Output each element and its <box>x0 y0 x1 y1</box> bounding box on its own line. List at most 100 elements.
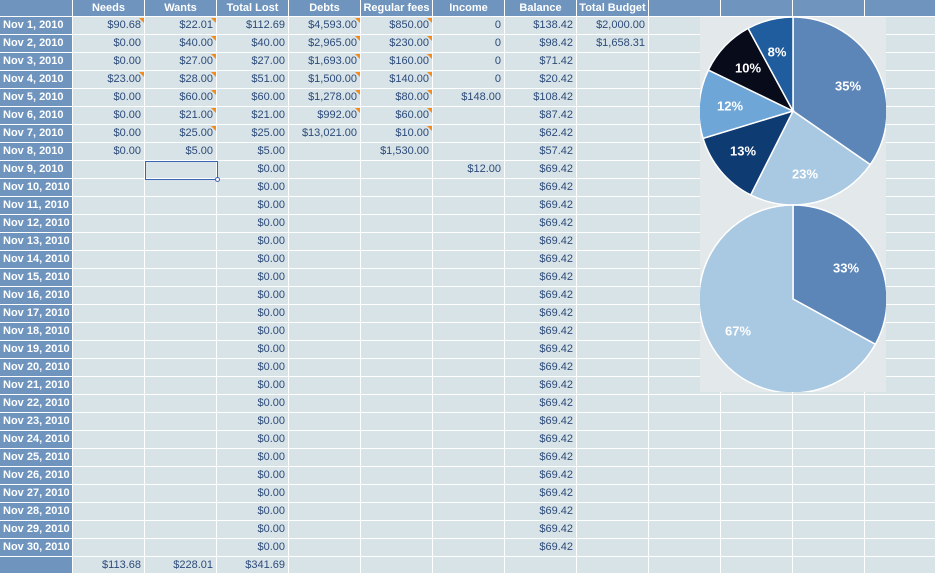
cell-income[interactable]: $12.00 <box>433 161 505 179</box>
cell-wants[interactable] <box>145 467 217 485</box>
comment-indicator-icon[interactable] <box>427 18 432 23</box>
row-header-date[interactable]: Nov 2, 2010 <box>0 35 73 53</box>
cell-needs[interactable] <box>73 521 145 539</box>
selected-cell-outline[interactable] <box>145 161 220 182</box>
comment-indicator-icon[interactable] <box>211 18 216 23</box>
cell-income[interactable] <box>433 269 505 287</box>
cell-needs[interactable]: $0.00 <box>73 53 145 71</box>
cell-income[interactable] <box>433 431 505 449</box>
cell-income[interactable]: 0 <box>433 35 505 53</box>
cell-empty[interactable] <box>721 395 793 413</box>
cell-empty[interactable] <box>649 431 721 449</box>
cell-total-lost[interactable]: $0.00 <box>217 359 289 377</box>
cell-regular-fees[interactable] <box>361 179 433 197</box>
cell-income[interactable] <box>433 125 505 143</box>
cell-debts[interactable] <box>289 143 361 161</box>
cell-wants[interactable] <box>145 269 217 287</box>
cell-wants[interactable]: $5.00 <box>145 143 217 161</box>
cell-wants[interactable]: $40.00 <box>145 35 217 53</box>
cell-wants[interactable] <box>145 305 217 323</box>
cell-wants[interactable] <box>145 377 217 395</box>
cell-balance[interactable]: $69.42 <box>505 233 577 251</box>
cell-total-lost[interactable]: $0.00 <box>217 449 289 467</box>
total-income[interactable] <box>433 557 505 574</box>
cell-wants[interactable] <box>145 287 217 305</box>
cell-empty[interactable] <box>721 539 793 557</box>
cell-total-budget[interactable] <box>577 359 649 377</box>
comment-indicator-icon[interactable] <box>211 54 216 59</box>
cell-total-lost[interactable]: $0.00 <box>217 215 289 233</box>
cell-total-lost[interactable]: $5.00 <box>217 143 289 161</box>
cell-debts[interactable] <box>289 323 361 341</box>
cell-balance[interactable]: $69.42 <box>505 305 577 323</box>
cell-debts[interactable] <box>289 161 361 179</box>
comment-indicator-icon[interactable] <box>211 72 216 77</box>
cell-income[interactable] <box>433 287 505 305</box>
row-header-date[interactable]: Nov 13, 2010 <box>0 233 73 251</box>
pie-1-slice-4[interactable] <box>698 69 796 140</box>
cell-regular-fees[interactable]: $10.00 <box>361 125 433 143</box>
cell-needs[interactable] <box>73 233 145 251</box>
cell-regular-fees[interactable] <box>361 197 433 215</box>
cell-wants[interactable] <box>145 197 217 215</box>
cell-total-lost[interactable]: $27.00 <box>217 53 289 71</box>
row-header-date[interactable]: Nov 26, 2010 <box>0 467 73 485</box>
cell-total-lost[interactable]: $0.00 <box>217 377 289 395</box>
cell-needs[interactable] <box>73 467 145 485</box>
cell-empty[interactable] <box>865 503 936 521</box>
cell-income[interactable] <box>433 467 505 485</box>
cell-income[interactable] <box>433 395 505 413</box>
cell-total-lost[interactable]: $21.00 <box>217 107 289 125</box>
cell-income[interactable] <box>433 359 505 377</box>
cell-income[interactable] <box>433 449 505 467</box>
cell-needs[interactable]: $0.00 <box>73 89 145 107</box>
cell-wants[interactable]: $25.00 <box>145 125 217 143</box>
cell-empty[interactable] <box>721 521 793 539</box>
cell-total-budget[interactable] <box>577 377 649 395</box>
cell-debts[interactable] <box>289 521 361 539</box>
cell-wants[interactable]: $60.00 <box>145 89 217 107</box>
cell-total-lost[interactable]: $60.00 <box>217 89 289 107</box>
cell-needs[interactable] <box>73 197 145 215</box>
cell-wants[interactable] <box>145 413 217 431</box>
cell-needs[interactable] <box>73 395 145 413</box>
cell-regular-fees[interactable] <box>361 485 433 503</box>
cell-balance[interactable]: $69.42 <box>505 359 577 377</box>
cell-balance[interactable]: $69.42 <box>505 521 577 539</box>
cell-income[interactable] <box>433 323 505 341</box>
cell-regular-fees[interactable] <box>361 323 433 341</box>
cell-needs[interactable] <box>73 485 145 503</box>
comment-indicator-icon[interactable] <box>427 72 432 77</box>
cell-debts[interactable] <box>289 305 361 323</box>
cell-total-lost[interactable]: $0.00 <box>217 269 289 287</box>
cell-needs[interactable]: $0.00 <box>73 107 145 125</box>
cell-income[interactable] <box>433 521 505 539</box>
cell-total-budget[interactable]: $1,658.31 <box>577 35 649 53</box>
cell-empty[interactable] <box>865 539 936 557</box>
cell-wants[interactable] <box>145 395 217 413</box>
cell-debts[interactable] <box>289 467 361 485</box>
comment-indicator-icon[interactable] <box>139 72 144 77</box>
cell-needs[interactable] <box>73 431 145 449</box>
cell-needs[interactable] <box>73 503 145 521</box>
cell-regular-fees[interactable]: $1,530.00 <box>361 143 433 161</box>
cell-balance[interactable]: $69.42 <box>505 161 577 179</box>
comment-indicator-icon[interactable] <box>355 108 360 113</box>
cell-total-lost[interactable]: $0.00 <box>217 467 289 485</box>
cell-needs[interactable] <box>73 341 145 359</box>
cell-regular-fees[interactable] <box>361 305 433 323</box>
cell-regular-fees[interactable] <box>361 269 433 287</box>
cell-total-budget[interactable] <box>577 71 649 89</box>
cell-empty[interactable] <box>649 539 721 557</box>
row-header-date[interactable]: Nov 19, 2010 <box>0 341 73 359</box>
cell-wants[interactable]: $21.00 <box>145 107 217 125</box>
cell-total-lost[interactable]: $0.00 <box>217 323 289 341</box>
cell-needs[interactable] <box>73 269 145 287</box>
cell-empty[interactable] <box>865 485 936 503</box>
cell-empty[interactable] <box>793 431 865 449</box>
cell-total-budget[interactable] <box>577 269 649 287</box>
cell-empty[interactable] <box>793 485 865 503</box>
cell-balance[interactable]: $98.42 <box>505 35 577 53</box>
cell-total-budget[interactable] <box>577 233 649 251</box>
comment-indicator-icon[interactable] <box>427 126 432 131</box>
